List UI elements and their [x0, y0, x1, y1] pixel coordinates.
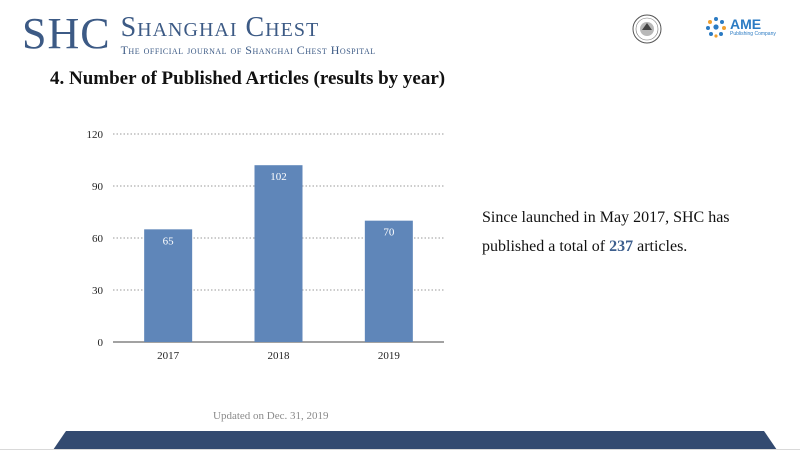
hospital-seal-icon	[632, 14, 662, 44]
summary-text-before: Since launched in May 2017, SHC has publ…	[482, 209, 730, 255]
ame-logo: AME Publishing Company	[705, 16, 776, 38]
logo-text: Shanghai Chest The official journal of S…	[120, 12, 376, 58]
data-label-2017: 65	[163, 235, 175, 247]
summary-text: Since launched in May 2017, SHC has publ…	[482, 203, 782, 261]
data-label-2019: 70	[383, 227, 395, 239]
ame-dots-icon	[706, 17, 726, 38]
journal-logo: SHC Shanghai Chest The official journal …	[22, 12, 376, 58]
summary-text-after: articles.	[633, 238, 688, 255]
footer-band	[0, 431, 800, 450]
y-tick-label: 30	[92, 285, 104, 297]
y-tick-label: 60	[92, 233, 104, 245]
logo-tagline: The official journal of Shanghai Chest H…	[120, 43, 376, 57]
y-tick-label: 120	[87, 129, 104, 141]
footer-bar	[53, 431, 777, 450]
page-title: 4. Number of Published Articles (results…	[50, 68, 446, 89]
y-tick-label: 90	[92, 181, 104, 193]
ame-tagline: Publishing Company	[730, 30, 776, 37]
updated-date: Updated on Dec. 31, 2019	[213, 410, 329, 422]
bar-2019	[364, 220, 413, 342]
bar-2017	[144, 229, 193, 342]
x-tick-label-2017: 2017	[157, 350, 180, 362]
y-tick-label: 0	[98, 337, 104, 349]
ame-name: AME	[730, 15, 762, 32]
data-label-2018: 102	[270, 171, 287, 183]
bar-2018	[254, 165, 303, 342]
x-tick-label-2019: 2019	[378, 350, 401, 362]
x-tick-label-2018: 2018	[268, 350, 291, 362]
logo-abbreviation: SHC	[22, 9, 111, 58]
logo-journal-name: Shanghai Chest	[120, 12, 320, 43]
summary-total: 237	[609, 238, 634, 255]
